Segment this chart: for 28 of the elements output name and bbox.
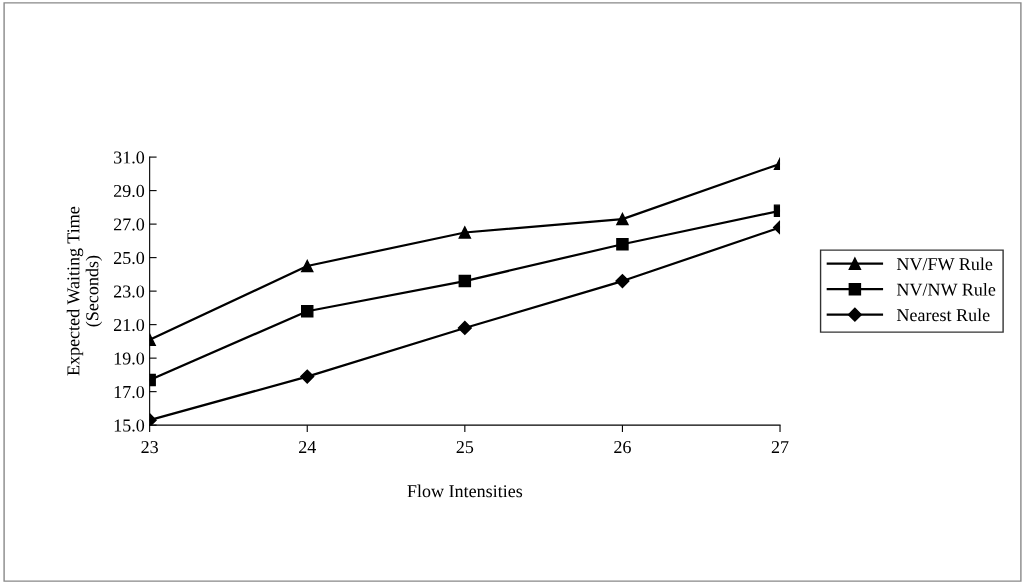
point — [457, 320, 472, 336]
y-tick-label: 25.0 — [113, 251, 145, 265]
point — [616, 237, 629, 251]
point — [458, 226, 472, 239]
x-tick-label: 23 — [141, 441, 158, 454]
x-tick-label: 24 — [299, 441, 316, 453]
point — [300, 259, 314, 273]
y-tick-label: 17.0 — [114, 385, 145, 399]
legend-label: Nearest Rule — [896, 308, 990, 322]
y-tick-label: 15.0 — [114, 419, 145, 432]
point — [300, 369, 315, 384]
x-axis-title: Flow Intensities — [407, 484, 523, 498]
point — [615, 273, 630, 289]
y-axis-title: Expected Waiting Time (Seconds) — [66, 206, 103, 376]
legend-label: NV/FW Rule — [896, 257, 993, 271]
y-tick-label: 31.0 — [114, 151, 145, 164]
point — [458, 274, 472, 288]
point — [616, 212, 629, 226]
legend-label: NV/NW Rule — [896, 282, 996, 296]
y-tick-label: 27.0 — [113, 218, 145, 231]
x-tick-label: 26 — [614, 441, 631, 454]
x-tick-label: 25 — [456, 441, 474, 454]
point — [300, 304, 314, 318]
y-tick-label: 29.0 — [113, 184, 145, 198]
y-tick-label: 19.0 — [114, 352, 145, 365]
y-tick-label: 21.0 — [113, 318, 145, 332]
x-tick-label: 27 — [771, 441, 789, 453]
y-tick-label: 23.0 — [113, 285, 145, 298]
